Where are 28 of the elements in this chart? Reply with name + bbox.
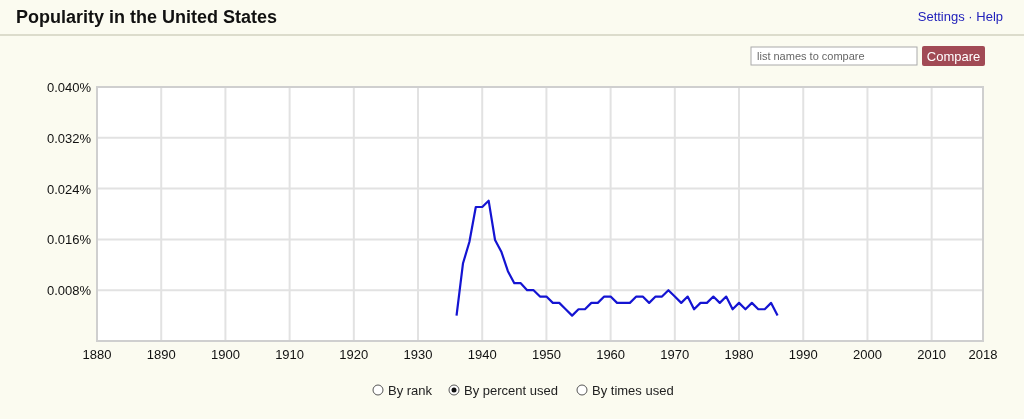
x-tick-label: 1890 — [146, 347, 176, 362]
x-tick-label: 1950 — [531, 347, 561, 362]
x-tick-label: 1910 — [275, 347, 305, 362]
x-tick-label: 1990 — [788, 347, 818, 362]
x-tick-label: 1930 — [403, 347, 433, 362]
x-tick-label: 1880 — [82, 347, 112, 362]
y-tick-label: 0.016% — [46, 232, 92, 248]
line-series — [455, 199, 779, 317]
chart-title: Popularity in the United States — [16, 7, 278, 27]
x-tick-label: 1940 — [467, 347, 497, 362]
x-tick-label: 2000 — [852, 347, 882, 362]
y-tick-label: 0.040% — [46, 80, 92, 95]
y-tick-label: 0.032% — [46, 130, 92, 146]
x-tick-label: 1970 — [660, 347, 690, 362]
text: By times used — [592, 383, 674, 398]
x-tick-label: 1960 — [596, 347, 626, 362]
y-tick-label: 0.008% — [46, 283, 92, 299]
x-tick-label: 2018 — [968, 347, 998, 362]
text: By percent used — [464, 383, 558, 398]
text: By rank — [388, 383, 433, 398]
y-tick-label: 0.024% — [46, 181, 92, 197]
x-tick-label: 2010 — [917, 347, 947, 362]
button: Compare — [922, 46, 985, 66]
x-tick-label: 1980 — [724, 347, 754, 362]
x-tick-label: 1920 — [339, 347, 369, 362]
text-field: list names to compare — [750, 46, 918, 66]
text: Settings · Help — [917, 9, 1003, 24]
x-tick-label: 1900 — [210, 347, 240, 362]
